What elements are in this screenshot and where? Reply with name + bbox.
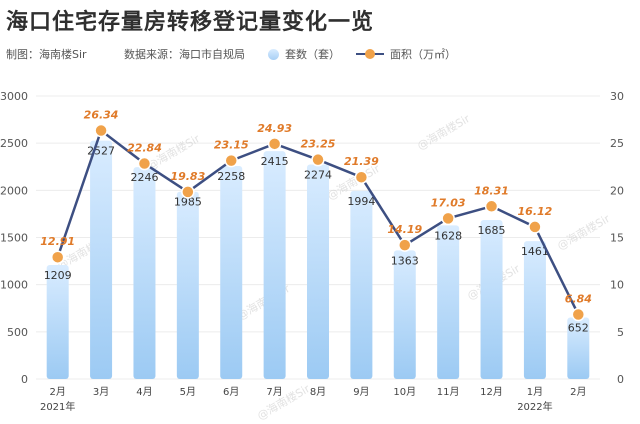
x-tick-label: 2月 (50, 386, 66, 398)
x-tick-label: 10月 (393, 386, 416, 398)
area-point (267, 137, 282, 151)
bar (46, 264, 69, 379)
area-point (398, 238, 412, 252)
area-value-label: 24.93 (257, 122, 292, 135)
area-value-label: 17.03 (431, 196, 466, 209)
area-point (50, 250, 65, 264)
x-tick-label: 7月 (266, 386, 282, 398)
bar (263, 151, 286, 379)
area-value-label: 16.12 (518, 205, 553, 218)
watermark: @海南楼Sir (415, 111, 473, 153)
bar-value-label: 2246 (130, 171, 158, 184)
bar (567, 317, 590, 379)
area-value-label: 23.15 (214, 139, 249, 152)
y-left-tick-label: 2000 (0, 184, 28, 197)
area-value-label: 22.84 (127, 142, 162, 155)
x-tick-label: 3月 (93, 386, 109, 398)
y-right-tick-label: 15 (610, 232, 624, 245)
y-right-tick-label: 0 (617, 373, 624, 386)
x-tick-label: 5月 (180, 386, 196, 398)
bar-value-label: 1685 (478, 224, 506, 237)
legend-item-area: 面积（万㎡） (356, 46, 456, 62)
area-point (484, 199, 499, 214)
x-tick-label: 12月 (480, 386, 503, 398)
chart-meta-row: 制图：海南楼Sir 数据来源：海口市自规局 套数（套） 面积（万㎡） (6, 44, 634, 62)
bar (523, 241, 546, 379)
area-point (528, 220, 542, 234)
legend-label-count: 套数（套） (285, 48, 340, 61)
y-right-tick-label: 30 (610, 90, 624, 103)
bar-value-label: 1628 (434, 229, 462, 242)
bar-value-label: 1461 (521, 245, 549, 258)
bar (393, 250, 416, 379)
bar-value-label: 2258 (217, 170, 245, 183)
x-year-label: 2021年 (40, 400, 75, 413)
bar-value-label: 1363 (391, 254, 419, 267)
bar-value-label: 2274 (304, 168, 332, 181)
x-tick-label: 2月 (570, 386, 586, 398)
x-tick-label: 11月 (437, 386, 460, 398)
x-tick-label: 9月 (353, 386, 369, 398)
area-point (441, 211, 455, 226)
y-left-tick-label: 0 (21, 373, 28, 386)
maker-credit: 制图：海南楼Sir (6, 48, 87, 61)
bar (437, 225, 460, 379)
x-tick-label: 8月 (310, 386, 326, 398)
y-right-tick-label: 10 (610, 279, 624, 292)
area-point (181, 185, 195, 199)
x-year-label: 2022年 (517, 400, 552, 413)
chart-title: 海口住宅存量房转移登记量变化一览 (6, 10, 375, 35)
y-left-tick-label: 2500 (0, 137, 28, 150)
x-tick-label: 4月 (136, 386, 152, 398)
area-value-label: 12.91 (40, 235, 75, 248)
data-source: 数据来源：海口市自规局 (124, 48, 245, 61)
bar-value-label: 1994 (347, 195, 375, 208)
bar-value-label: 1209 (44, 269, 72, 282)
area-value-label: 21.39 (344, 155, 379, 168)
bar-value-label: 2415 (261, 155, 289, 168)
bar (350, 190, 373, 379)
bar (90, 140, 113, 379)
watermark: @海南楼Sir (555, 211, 613, 253)
bar (176, 191, 199, 379)
area-value-label: 26.34 (84, 109, 119, 122)
legend-label-area: 面积（万㎡） (390, 48, 456, 61)
area-point (571, 307, 586, 322)
area-value-label: 19.83 (170, 170, 205, 183)
area-point (137, 156, 152, 171)
legend-swatch-line (356, 48, 384, 60)
y-right-tick-label: 5 (617, 326, 624, 339)
bar (133, 167, 156, 379)
watermark: @海南楼Sir (255, 381, 313, 420)
y-right-tick-label: 20 (610, 184, 624, 197)
area-point (354, 170, 369, 184)
area-value-label: 18.31 (474, 184, 509, 197)
x-tick-label: 1月 (527, 386, 543, 398)
x-tick-label: 6月 (223, 386, 239, 398)
y-left-tick-label: 500 (7, 326, 28, 339)
y-left-tick-label: 3000 (0, 90, 28, 103)
area-point (94, 123, 108, 138)
area-point (224, 153, 238, 168)
y-left-tick-label: 1000 (0, 279, 28, 292)
area-point (311, 152, 325, 167)
y-left-tick-label: 1500 (0, 232, 28, 245)
bar (480, 220, 503, 379)
bar (220, 165, 243, 379)
area-value-label: 6.84 (565, 292, 592, 305)
legend-swatch-bar (268, 48, 279, 60)
legend-item-count: 套数（套） (268, 46, 340, 62)
area-value-label: 14.19 (387, 223, 422, 236)
y-right-tick-label: 25 (610, 137, 624, 150)
bar-value-label: 652 (568, 321, 589, 334)
area-value-label: 23.25 (301, 138, 336, 151)
bar (307, 164, 329, 379)
bar-value-label: 1985 (174, 196, 202, 209)
